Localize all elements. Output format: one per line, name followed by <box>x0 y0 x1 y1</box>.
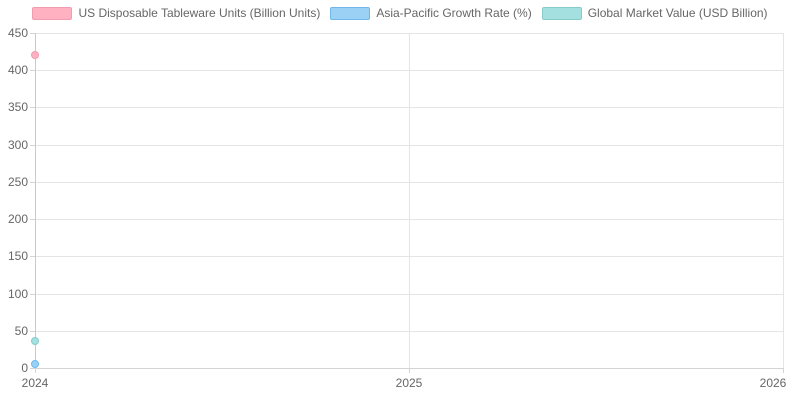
legend-item-1[interactable]: Asia-Pacific Growth Rate (%) <box>330 6 532 20</box>
y-axis-tick <box>30 330 35 332</box>
x-axis-label: 2024 <box>21 376 49 390</box>
y-axis-label: 50 <box>14 323 28 338</box>
y-axis-label: 400 <box>7 63 28 78</box>
y-axis-label: 150 <box>7 249 28 264</box>
y-axis-label: 100 <box>7 286 28 301</box>
legend-item-0[interactable]: US Disposable Tableware Units (Billion U… <box>32 6 320 20</box>
y-axis-tick <box>30 181 35 183</box>
y-axis-label: 450 <box>7 26 28 40</box>
legend-label: US Disposable Tableware Units (Billion U… <box>78 6 321 20</box>
legend-item-2[interactable]: Global Market Value (USD Billion) <box>541 6 768 20</box>
y-axis-tick <box>30 144 35 146</box>
legend-label: Global Market Value (USD Billion) <box>587 6 768 20</box>
legend-label: Asia-Pacific Growth Rate (%) <box>376 6 532 20</box>
y-axis-label: 300 <box>7 137 28 152</box>
data-point-series-1[interactable] <box>31 359 39 368</box>
y-axis-tick <box>30 70 35 72</box>
x-axis-tick <box>783 368 784 373</box>
y-axis-tick <box>30 293 35 295</box>
data-point-series-0[interactable] <box>31 51 39 60</box>
y-axis-label: 350 <box>7 100 28 115</box>
data-point-series-2[interactable] <box>31 337 39 346</box>
gridline-vertical <box>783 33 784 368</box>
y-axis-tick <box>30 219 35 221</box>
y-axis-label: 200 <box>7 212 28 227</box>
x-axis-tick <box>409 368 410 373</box>
y-axis-label: 0 <box>21 361 28 375</box>
legend-swatch-icon <box>541 6 582 20</box>
y-axis-line <box>35 33 36 368</box>
y-axis-tick <box>30 33 35 34</box>
x-axis-line <box>35 368 783 369</box>
chart-legend: US Disposable Tableware Units (Billion U… <box>0 6 800 20</box>
legend-swatch-icon <box>32 6 73 20</box>
y-axis-tick <box>30 256 35 258</box>
y-axis-tick <box>30 107 35 109</box>
x-axis-tick <box>35 368 36 373</box>
gridline-vertical <box>409 33 410 368</box>
x-axis-label: 2025 <box>395 376 423 390</box>
y-axis-tick <box>30 368 35 369</box>
x-axis-label: 2026 <box>759 376 787 390</box>
y-axis-label: 250 <box>7 174 28 189</box>
legend-swatch-icon <box>330 6 371 20</box>
